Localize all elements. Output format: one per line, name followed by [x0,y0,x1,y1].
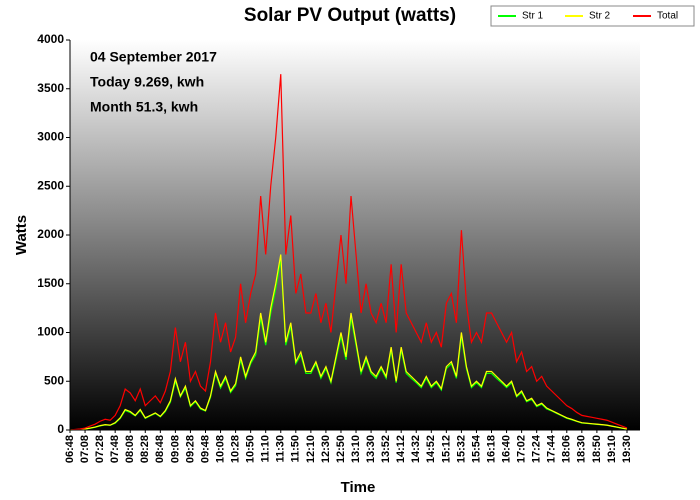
x-tick-label: 17:44 [546,434,558,463]
x-tick-label: 10:50 [245,435,257,463]
y-tick-label: 0 [57,422,64,436]
x-tick-label: 13:52 [380,435,392,463]
x-tick-label: 11:50 [290,435,302,463]
x-tick-label: 09:28 [184,435,196,463]
legend-label: Total [657,11,678,22]
annotation: Today 9.269, kwh [90,74,204,90]
x-tick-label: 18:30 [576,435,588,463]
legend-label: Str 1 [522,11,544,22]
y-tick-label: 3000 [37,130,64,144]
x-tick-label: 17:02 [516,435,528,463]
x-tick-label: 13:30 [365,435,377,463]
y-axis-label: Watts [13,215,30,255]
legend-box [490,5,695,27]
x-tick-label: 09:08 [169,435,181,463]
x-tick-label: 18:50 [591,435,603,463]
y-tick-label: 1500 [37,276,64,290]
x-tick-label: 16:40 [500,435,512,463]
y-tick-label: 2500 [37,178,64,192]
y-tick-label: 1000 [37,325,64,339]
x-tick-label: 09:48 [199,435,211,463]
x-tick-label: 07:08 [79,435,91,463]
x-tick-label: 14:12 [395,435,407,463]
annotation: Month 51.3, kwh [90,99,198,115]
x-tick-label: 07:48 [109,435,121,463]
plot-area [70,40,640,430]
x-tick-label: 15:32 [455,435,467,463]
x-tick-label: 12:30 [320,435,332,463]
x-axis-label: Time [341,479,376,496]
x-tick-label: 15:12 [440,435,452,463]
legend-label: Str 2 [589,11,611,22]
x-tick-label: 16:18 [485,435,497,463]
x-tick-label: 10:08 [214,435,226,463]
series-line [69,254,628,431]
y-tick-label: 2000 [37,227,64,241]
x-tick-label: 15:54 [470,434,482,463]
x-tick-label: 14:52 [425,435,437,463]
series-line [69,74,628,431]
x-tick-label: 10:28 [230,435,242,463]
y-tick-label: 500 [44,373,64,387]
x-tick-label: 19:30 [621,435,633,463]
x-tick-label: 19:10 [606,435,618,463]
x-tick-label: 11:30 [275,435,287,463]
x-tick-label: 14:32 [410,435,422,463]
x-tick-label: 08:28 [139,435,151,463]
x-tick-label: 12:10 [305,435,317,463]
annotation: 04 September 2017 [90,49,217,65]
x-tick-label: 17:24 [531,434,543,463]
x-tick-label: 11:10 [260,435,272,463]
x-tick-label: 06:48 [64,435,76,463]
x-tick-label: 12:50 [335,435,347,463]
y-tick-label: 4000 [37,32,64,46]
y-tick-label: 3500 [37,81,64,95]
x-tick-label: 08:48 [154,435,166,463]
x-tick-label: 07:28 [94,435,106,463]
x-tick-label: 08:08 [124,435,136,463]
x-tick-label: 13:10 [350,435,362,463]
chart-title: Solar PV Output (watts) [244,5,456,26]
x-tick-label: 18:06 [561,435,573,463]
